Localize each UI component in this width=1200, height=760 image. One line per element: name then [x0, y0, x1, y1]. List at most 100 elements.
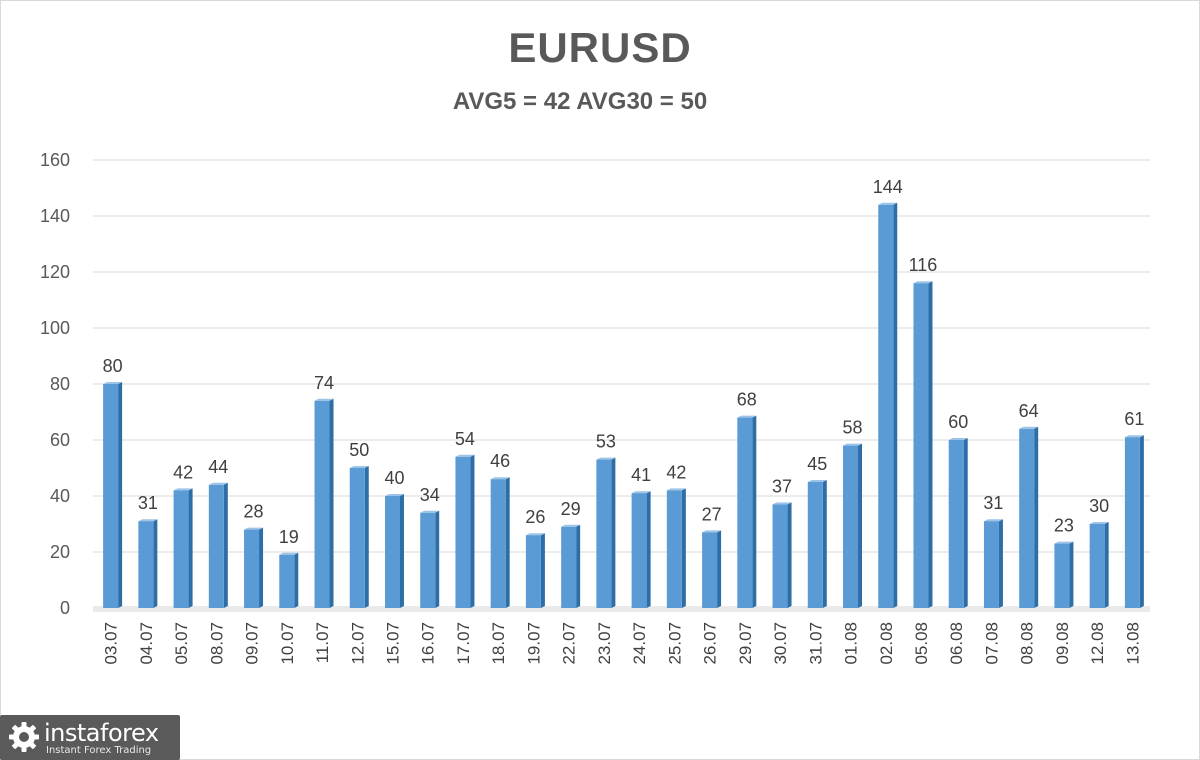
x-tick-label-10.07: 10.07	[278, 622, 297, 665]
data-label-12.07: 50	[349, 440, 369, 460]
data-label-07.08: 31	[983, 493, 1003, 513]
bar-22.07	[561, 526, 577, 608]
data-label-23.07: 53	[596, 432, 616, 452]
bar-top-24.07	[631, 491, 651, 494]
data-label-25.07: 42	[666, 462, 686, 482]
bar-top-26.07	[702, 530, 722, 533]
bar-side-05.08	[928, 281, 933, 608]
x-tick-label-29.07: 29.07	[736, 622, 755, 665]
data-label-15.07: 40	[384, 468, 404, 488]
bar-side-10.07	[294, 552, 299, 608]
data-label-24.07: 41	[631, 465, 651, 485]
bar-top-11.07	[314, 398, 334, 401]
bar-side-19.07	[540, 533, 545, 608]
logo-name: instaforex	[44, 719, 159, 747]
bar-08.07	[208, 484, 224, 608]
bar-side-09.08	[1069, 541, 1074, 608]
data-labels: 80 31 42 44 28 19 74 50 40 34 54 46 26 29 53 41 42 27 68 37…	[103, 177, 1145, 547]
data-label-16.07: 34	[420, 485, 440, 505]
data-label-01.08: 58	[843, 418, 863, 438]
bar-side-02.08	[893, 202, 898, 609]
bar-top-01.08	[843, 443, 863, 446]
bar-side-04.07	[153, 519, 158, 608]
bar-top-12.07	[349, 466, 369, 468]
data-label-09.08: 23	[1054, 516, 1074, 536]
x-tick-label-07.08: 07.08	[982, 622, 1001, 665]
data-label-26.07: 27	[702, 504, 722, 524]
x-tick-label-24.07: 24.07	[630, 622, 649, 665]
bar-side-16.07	[435, 510, 440, 608]
x-tick-label-19.07: 19.07	[524, 622, 543, 665]
data-label-19.07: 26	[525, 507, 545, 527]
x-tick-label-31.07: 31.07	[806, 622, 825, 665]
bar-top-18.07	[490, 477, 510, 480]
bar-side-25.07	[681, 488, 686, 608]
data-label-13.08: 61	[1124, 409, 1144, 429]
bar-side-03.07	[118, 382, 123, 608]
bar-13.08	[1124, 437, 1140, 608]
bar-top-10.07	[279, 552, 299, 555]
x-tick-label-05.08: 05.08	[912, 622, 931, 665]
x-tick-label-26.07: 26.07	[701, 622, 720, 665]
x-tick-label-25.07: 25.07	[665, 622, 684, 665]
x-tick-label-23.07: 23.07	[595, 622, 614, 665]
x-tick-label-09.08: 09.08	[1053, 622, 1072, 665]
y-tick-label-0: 0	[60, 598, 70, 618]
floor	[93, 606, 1150, 612]
gear-icon	[9, 722, 39, 752]
bar-top-15.07	[384, 494, 404, 496]
bar-09.07	[244, 529, 260, 608]
bar-16.07	[420, 512, 436, 608]
bar-side-22.07	[576, 524, 581, 608]
bar-side-24.07	[646, 491, 651, 608]
bar-11.07	[314, 400, 330, 608]
instaforex-logo: instaforex Instant Forex Trading	[0, 715, 180, 760]
bar-side-05.07	[188, 488, 193, 608]
data-label-02.08: 144	[873, 177, 903, 197]
bar-top-09.07	[244, 527, 264, 530]
bar-05.08	[913, 283, 929, 608]
logo-tagline: Instant Forex Trading	[46, 745, 152, 756]
x-tick-label-08.08: 08.08	[1018, 622, 1037, 665]
bar-08.08	[1019, 428, 1035, 608]
bar-17.07	[455, 456, 471, 608]
bar-19.07	[525, 535, 541, 608]
bar-side-13.08	[1139, 435, 1144, 608]
y-tick-label-20: 20	[50, 542, 70, 562]
chart-subtitle: AVG5 = 42 AVG30 = 50	[452, 88, 708, 115]
bar-top-05.07	[173, 488, 193, 491]
bar-15.07	[384, 496, 400, 608]
bars	[103, 202, 1144, 609]
data-label-08.07: 44	[208, 457, 228, 477]
bar-23.07	[596, 459, 612, 608]
data-label-30.07: 37	[772, 476, 792, 496]
bar-25.07	[666, 490, 682, 608]
bar-side-09.07	[259, 527, 264, 608]
x-tick-label-12.07: 12.07	[348, 622, 367, 665]
bar-top-30.07	[772, 502, 792, 505]
bar-side-31.07	[822, 480, 827, 608]
bar-side-11.07	[329, 398, 334, 608]
data-label-12.08: 30	[1089, 496, 1109, 516]
bar-top-29.07	[737, 415, 757, 418]
bar-26.07	[702, 532, 718, 608]
bar-top-07.08	[983, 519, 1003, 522]
y-tick-label-100: 100	[40, 318, 70, 338]
data-label-08.08: 64	[1019, 401, 1039, 421]
chart-title: EURUSD	[508, 24, 692, 71]
bar-side-07.08	[998, 519, 1003, 608]
data-label-31.07: 45	[807, 454, 827, 474]
x-tick-label-08.07: 08.07	[207, 622, 226, 665]
data-label-05.07: 42	[173, 462, 193, 482]
bar-top-05.08	[913, 281, 933, 284]
bar-24.07	[631, 493, 647, 608]
x-tick-label-18.07: 18.07	[489, 622, 508, 665]
x-tick-label-05.07: 05.07	[172, 622, 191, 665]
bar-top-31.07	[807, 480, 827, 482]
data-label-18.07: 46	[490, 451, 510, 471]
bar-top-16.07	[420, 510, 440, 513]
x-tick-label-01.08: 01.08	[842, 622, 861, 665]
y-tick-label-160: 160	[40, 150, 70, 170]
x-tick-label-13.08: 13.08	[1123, 622, 1142, 665]
